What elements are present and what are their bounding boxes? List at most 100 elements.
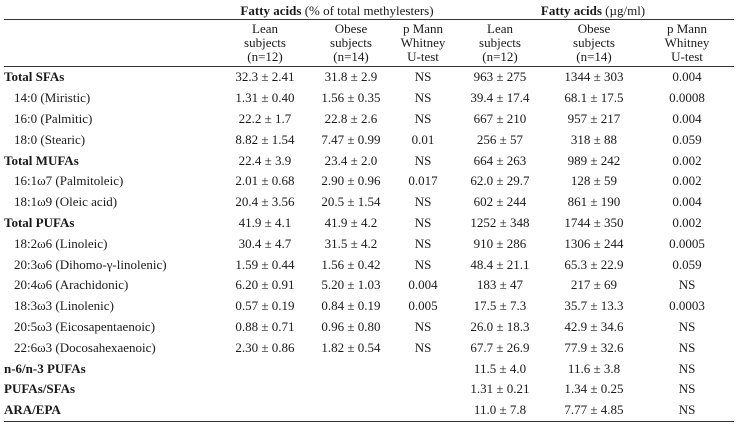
- row-label: 20:3ω6 (Dihomo-γ-linolenic): [14, 256, 167, 272]
- p-pct-cell: [394, 379, 452, 400]
- obese-ug-cell: 128 ± 59: [570, 173, 618, 189]
- lean-pct-cell: 1.31 ± 0.40: [235, 90, 295, 106]
- col-lean-line2: subjects: [244, 35, 286, 50]
- p-ug-cell: 0.004: [672, 69, 702, 85]
- lean-ug-cell: 67.7 ± 26.9: [470, 339, 530, 355]
- row-label: 18:0 (Stearic): [14, 131, 86, 147]
- col-header-p-ug: p Mann Whitney U-test: [640, 19, 735, 67]
- obese-pct-cell: 1.56 ± 0.35: [321, 90, 381, 106]
- lean-pct-cell: 1.59 ± 0.44: [235, 256, 295, 272]
- table-row: 20:4ω6 (Arachidonic) 6.20 ± 0.91 5.20 ± 1.…: [4, 275, 734, 296]
- row-label: PUFAs/SFAs: [4, 381, 76, 397]
- obese-pct-cell: 20.5 ± 1.54: [321, 194, 381, 210]
- row-label: 18:3ω3 (Linolenic): [14, 298, 114, 314]
- group2-title-bold: Fatty acids: [540, 2, 602, 18]
- obese-ug-cell: 42.9 ± 34.6: [564, 318, 624, 334]
- p-pct-cell: [394, 358, 452, 379]
- table-row: 16:1ω7 (Palmitoleic) 2.01 ± 0.68 2.90 ± 0.…: [4, 171, 734, 192]
- p-pct-cell: NS: [414, 256, 432, 272]
- row-label: 20:4ω6 (Arachidonic): [14, 277, 129, 293]
- obese-ug-cell: 217 ± 69: [570, 277, 618, 293]
- group-header-concentration: Fatty acids (µg/ml): [452, 2, 735, 20]
- obese-ug-cell: 1306 ± 244: [564, 235, 624, 251]
- col-header-lean-pct: Lean subjects (n=12): [222, 19, 308, 67]
- lean-ug-cell: 1252 ± 348: [470, 214, 530, 230]
- lean-ug-cell: 62.0 ± 29.7: [470, 173, 530, 189]
- row-label: 14:0 (Miristic): [14, 90, 91, 106]
- table-row: n-6/n-3 PUFAs 11.5 ± 4.0 11.6 ± 3.8 NS: [4, 358, 734, 379]
- p-pct-cell: NS: [414, 152, 432, 168]
- group1-title-unit: (% of total methylesters): [304, 2, 434, 18]
- table-row: 16:0 (Palmitic) 22.2 ± 1.7 22.8 ± 2.6 NS 667…: [4, 109, 734, 130]
- group1-title-bold: Fatty acids: [240, 2, 302, 18]
- p-ug-cell: 0.059: [672, 256, 702, 272]
- lean-ug-cell: 17.5 ± 7.3: [473, 298, 527, 314]
- table-row: ARA/EPA 11.0 ± 7.8 7.77 ± 4.85 NS: [4, 399, 735, 422]
- table-row: PUFAs/SFAs 1.31 ± 0.21 1.34 ± 0.25 NS: [4, 379, 734, 400]
- obese-pct-cell: 5.20 ± 1.03: [321, 277, 381, 293]
- group2-title-unit: (µg/ml): [605, 2, 646, 18]
- col-lean-line1: Lean: [487, 21, 513, 36]
- row-label: 16:0 (Palmitic): [14, 110, 93, 126]
- p-ug-cell: 0.004: [672, 194, 702, 210]
- obese-ug-cell: 861 ± 190: [567, 194, 621, 210]
- row-label: 18:1ω9 (Oleic acid): [14, 194, 118, 210]
- p-ug-cell: 0.002: [672, 152, 702, 168]
- table-row: Total MUFAs 22.4 ± 3.9 23.4 ± 2.0 NS 664 ± 2…: [4, 150, 734, 171]
- p-pct-cell: NS: [414, 69, 432, 85]
- lean-ug-cell: 39.4 ± 17.4: [470, 90, 530, 106]
- obese-ug-cell: 11.6 ± 3.8: [567, 360, 621, 376]
- obese-pct-cell: 31.8 ± 2.9: [324, 69, 378, 85]
- col-p-line3: U-test: [671, 49, 703, 64]
- column-header-row: Lean subjects (n=12) Obese subjects (n=1…: [4, 19, 735, 67]
- table-row: 22:6ω3 (Docosahexaenoic) 2.30 ± 0.86 1.82 …: [4, 337, 734, 358]
- lean-pct-cell: 20.4 ± 3.56: [235, 194, 295, 210]
- row-label: 18:2ω6 (Linoleic): [14, 235, 108, 251]
- obese-ug-cell: 77.9 ± 32.6: [564, 339, 624, 355]
- lean-pct-cell: 22.4 ± 3.9: [238, 152, 292, 168]
- col-obese-line1: Obese: [334, 21, 368, 36]
- obese-ug-cell: 957 ± 217: [567, 110, 621, 126]
- table-row: 18:0 (Stearic) 8.82 ± 1.54 7.47 ± 0.99 0.01…: [4, 129, 734, 150]
- group-header-row: Fatty acids (% of total methylesters) Fa…: [4, 2, 735, 20]
- col-lean-line1: Lean: [252, 21, 278, 36]
- p-pct-cell: [394, 399, 452, 422]
- lean-ug-cell: 664 ± 263: [473, 152, 527, 168]
- lean-pct-cell: [222, 399, 308, 422]
- lean-ug-cell: 667 ± 210: [473, 110, 527, 126]
- obese-pct-cell: [308, 379, 394, 400]
- obese-pct-cell: 41.9 ± 4.2: [324, 214, 378, 230]
- fatty-acid-table: Fatty acids (% of total methylesters) Fa…: [4, 2, 735, 422]
- row-label: 22:6ω3 (Docosahexaenoic): [14, 339, 156, 355]
- col-lean-line3: (n=12): [482, 49, 518, 64]
- obese-ug-cell: 1.34 ± 0.25: [564, 381, 624, 397]
- obese-ug-cell: 1344 ± 303: [564, 69, 624, 85]
- obese-pct-cell: 0.96 ± 0.80: [321, 318, 381, 334]
- col-p-line1: p Mann: [666, 21, 708, 36]
- lean-ug-cell: 11.0 ± 7.8: [452, 399, 548, 422]
- obese-pct-cell: 22.8 ± 2.6: [324, 110, 378, 126]
- p-ug-cell: NS: [678, 318, 696, 334]
- lean-ug-cell: 26.0 ± 18.3: [470, 318, 530, 334]
- p-ug-cell: NS: [678, 277, 696, 293]
- obese-pct-cell: 2.90 ± 0.96: [321, 173, 381, 189]
- p-ug-cell: NS: [678, 381, 696, 397]
- p-ug-cell: 0.0008: [669, 90, 705, 106]
- lean-ug-cell: 183 ± 47: [476, 277, 524, 293]
- lean-pct-cell: 0.57 ± 0.19: [235, 298, 295, 314]
- table-row: 18:1ω9 (Oleic acid) 20.4 ± 3.56 20.5 ± 1.5…: [4, 192, 734, 213]
- lean-pct-cell: 32.3 ± 2.41: [235, 69, 295, 85]
- table-row: 18:3ω3 (Linolenic) 0.57 ± 0.19 0.84 ± 0.19…: [4, 296, 734, 317]
- obese-ug-cell: 68.1 ± 17.5: [564, 90, 624, 106]
- p-pct-cell: 0.004: [408, 277, 438, 293]
- subheader-blank-cell: [4, 19, 222, 67]
- table-body: Total SFAs 32.3 ± 2.41 31.8 ± 2.9 NS 963 ± 2…: [4, 67, 735, 422]
- p-ug-cell: 0.004: [672, 110, 702, 126]
- col-lean-line3: (n=12): [247, 49, 283, 64]
- col-obese-line1: Obese: [577, 21, 611, 36]
- table-row: Total PUFAs 41.9 ± 4.1 41.9 ± 4.2 NS 1252 ± …: [4, 213, 734, 234]
- table-row: 18:2ω6 (Linoleic) 30.4 ± 4.7 31.5 ± 4.2 NS 9…: [4, 233, 734, 254]
- p-pct-cell: 0.01: [411, 131, 435, 147]
- obese-ug-cell: 35.7 ± 13.3: [564, 298, 624, 314]
